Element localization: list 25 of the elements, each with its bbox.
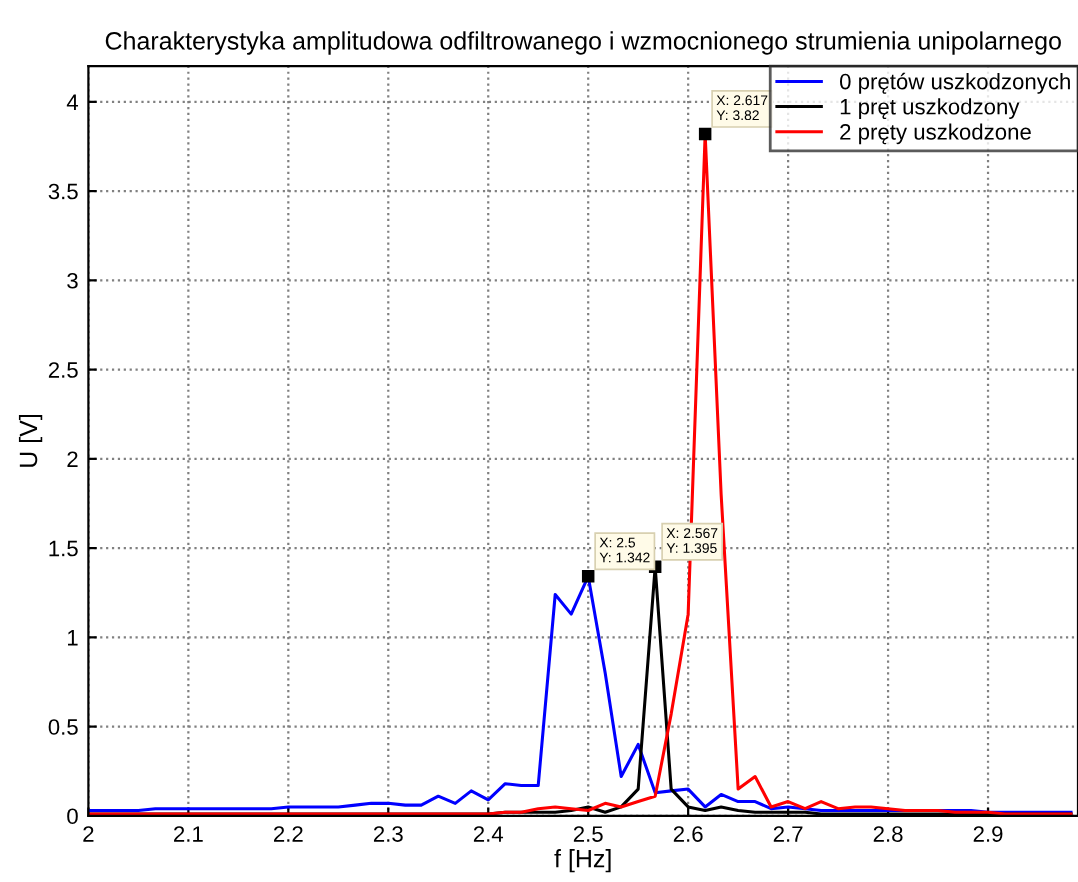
y-tick-label: 4 [66, 94, 79, 110]
legend-label: 0 prętów uszkodzonych [839, 72, 1070, 94]
x-tick-label: 2 [83, 826, 94, 842]
x-tick-label: 2.5 [573, 826, 603, 842]
y-tick-label: 3.5 [48, 183, 78, 200]
x-tick-label: 2.3 [373, 826, 403, 842]
y-tick-label: 1.5 [49, 540, 78, 557]
x-axis-title: f [Hz] [554, 849, 611, 873]
x-tick-label: 2.9 [973, 826, 1003, 842]
legend-label: 1 pręt uszkodzony [840, 98, 1020, 119]
y-tick-label: 0.5 [48, 719, 78, 735]
chart-title: Charakterystyka amplitudowa odfiltrowanego i wzmocnionego strumienia unipolarnego [105, 31, 1061, 55]
x-tick-label: 2.4 [473, 826, 504, 842]
y-tick-label: 2.5 [48, 362, 78, 378]
x-tick-label: 2.1 [174, 826, 203, 842]
legend-label: 2 pręty uszkodzone [840, 123, 1031, 145]
y-tick-label: 0 [67, 808, 78, 825]
x-tick-label: 2.8 [873, 826, 903, 842]
y-tick-label: 3 [67, 272, 78, 289]
x-tick-label: 2.6 [673, 826, 703, 842]
x-tick-label: 2.7 [773, 826, 803, 842]
y-tick-label: 2 [67, 451, 78, 467]
y-tick-label: 1 [68, 630, 78, 646]
y-axis-title: U [V] [18, 415, 43, 467]
x-tick-label: 2.2 [273, 826, 303, 842]
